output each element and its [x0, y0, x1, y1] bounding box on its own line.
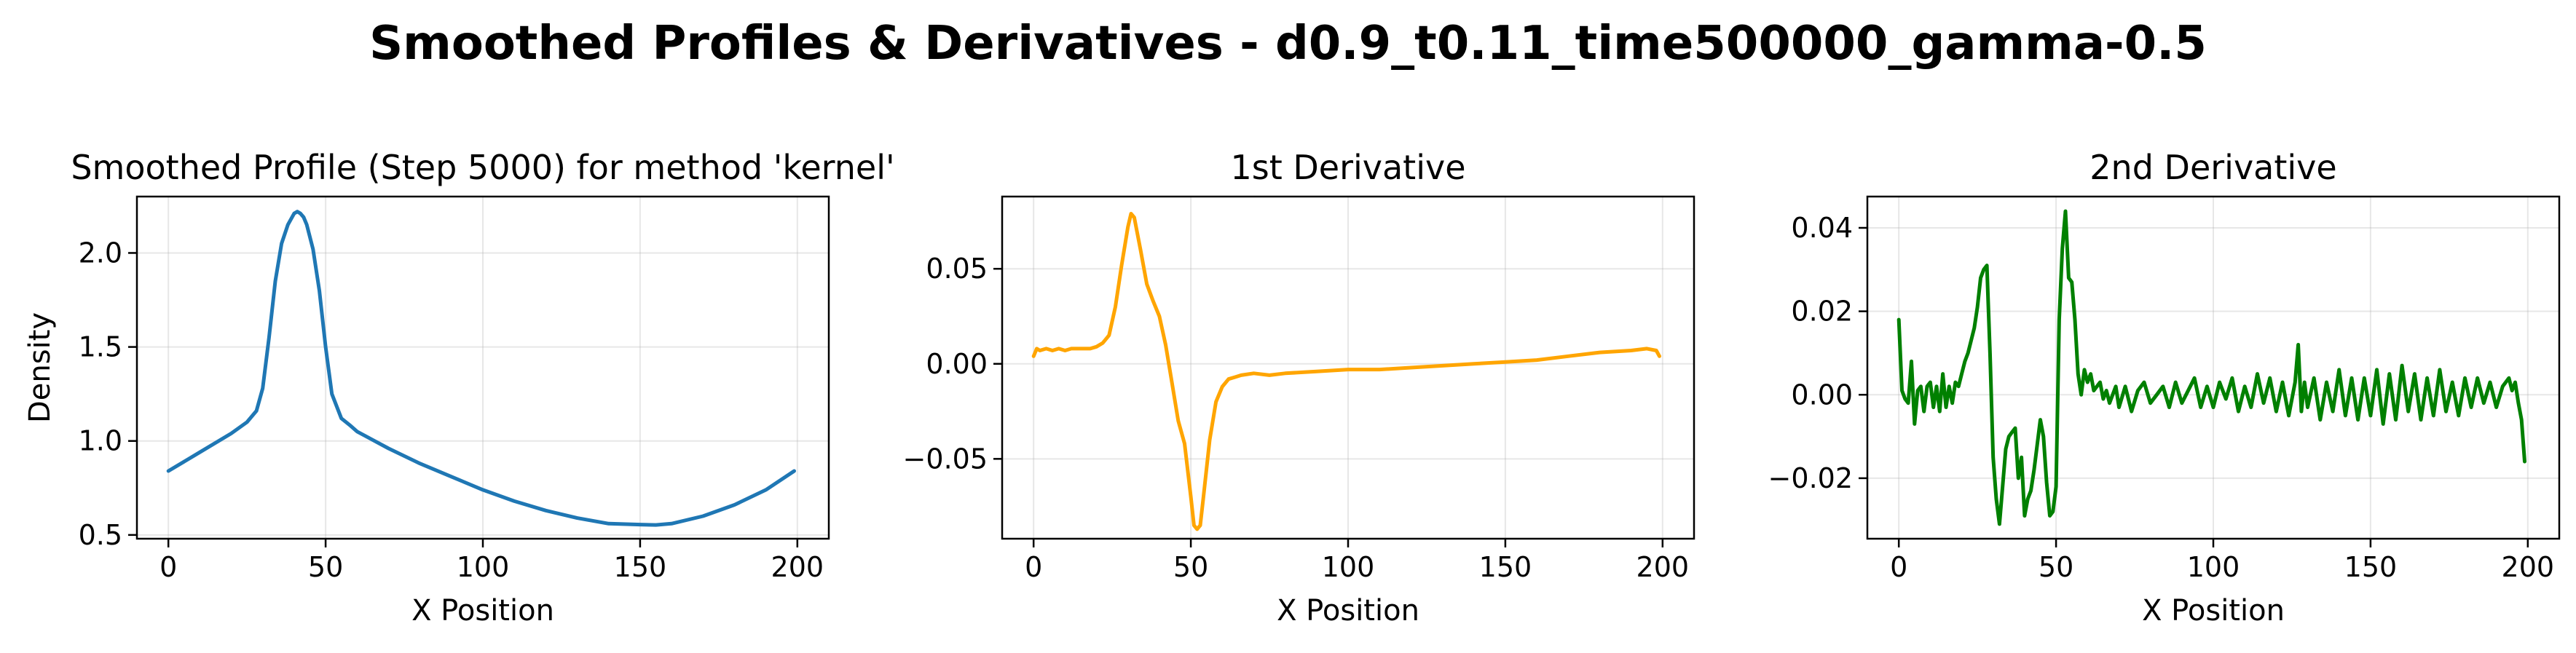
x-tick-label: 150 — [1479, 551, 1532, 583]
x-tick-label: 100 — [457, 551, 510, 583]
x-tick-label: 150 — [614, 551, 667, 583]
y-tick-label: 1.0 — [79, 425, 122, 457]
data-series-line — [1896, 209, 2526, 526]
x-axis-label: X Position — [2142, 594, 2285, 628]
x-tick-label: 200 — [1636, 551, 1690, 583]
first-derivative-panel: 0 50 100 150 200 −0.05 0.00 0.05 1st Derivative X… — [903, 148, 1695, 628]
second-derivative-panel: 0 50 100 150 200 −0.02 0.00 0.02 0.04 2nd Derivat… — [1768, 148, 2561, 628]
x-axis-label: X Position — [411, 594, 554, 628]
x-tick-label: 0 — [1025, 551, 1042, 583]
panel-title: 2nd Derivative — [2089, 148, 2336, 187]
x-tick-label: 50 — [1173, 551, 1208, 583]
x-tick-label: 100 — [2187, 551, 2240, 583]
y-tick-label: −0.05 — [903, 443, 988, 475]
x-tick-label: 200 — [771, 551, 824, 583]
x-tick-label: 0 — [159, 551, 177, 583]
data-series-line — [1031, 212, 1661, 531]
data-series-line — [166, 210, 796, 527]
x-tick-label: 200 — [2502, 551, 2555, 583]
figure-title: Smoothed Profiles & Derivatives - d0.9_t… — [369, 17, 2207, 71]
y-axis-label: Density — [23, 312, 57, 423]
y-tick-label: 0.00 — [926, 348, 988, 380]
x-tick-label: 150 — [2344, 551, 2398, 583]
y-tick-label: 0.02 — [1791, 296, 1853, 328]
x-tick-label: 0 — [1890, 551, 1907, 583]
y-tick-label: 0.05 — [926, 253, 988, 285]
y-tick-label: 0.04 — [1791, 212, 1853, 244]
y-tick-label: 2.0 — [79, 237, 122, 269]
panel-title: 1st Derivative — [1230, 148, 1465, 187]
y-tick-label: 0.00 — [1791, 379, 1853, 411]
y-tick-label: 1.5 — [79, 331, 122, 363]
density-profile-panel: 0 50 100 150 200 0.5 1.0 1.5 2.0 Smoothed Profile… — [23, 148, 895, 628]
x-axis-label: X Position — [1277, 594, 1419, 628]
y-tick-label: −0.02 — [1768, 462, 1853, 494]
x-tick-label: 50 — [308, 551, 343, 583]
x-tick-label: 50 — [2039, 551, 2073, 583]
x-tick-label: 100 — [1322, 551, 1375, 583]
panel-title: Smoothed Profile (Step 5000) for method … — [71, 148, 894, 187]
y-tick-label: 0.5 — [79, 519, 122, 551]
